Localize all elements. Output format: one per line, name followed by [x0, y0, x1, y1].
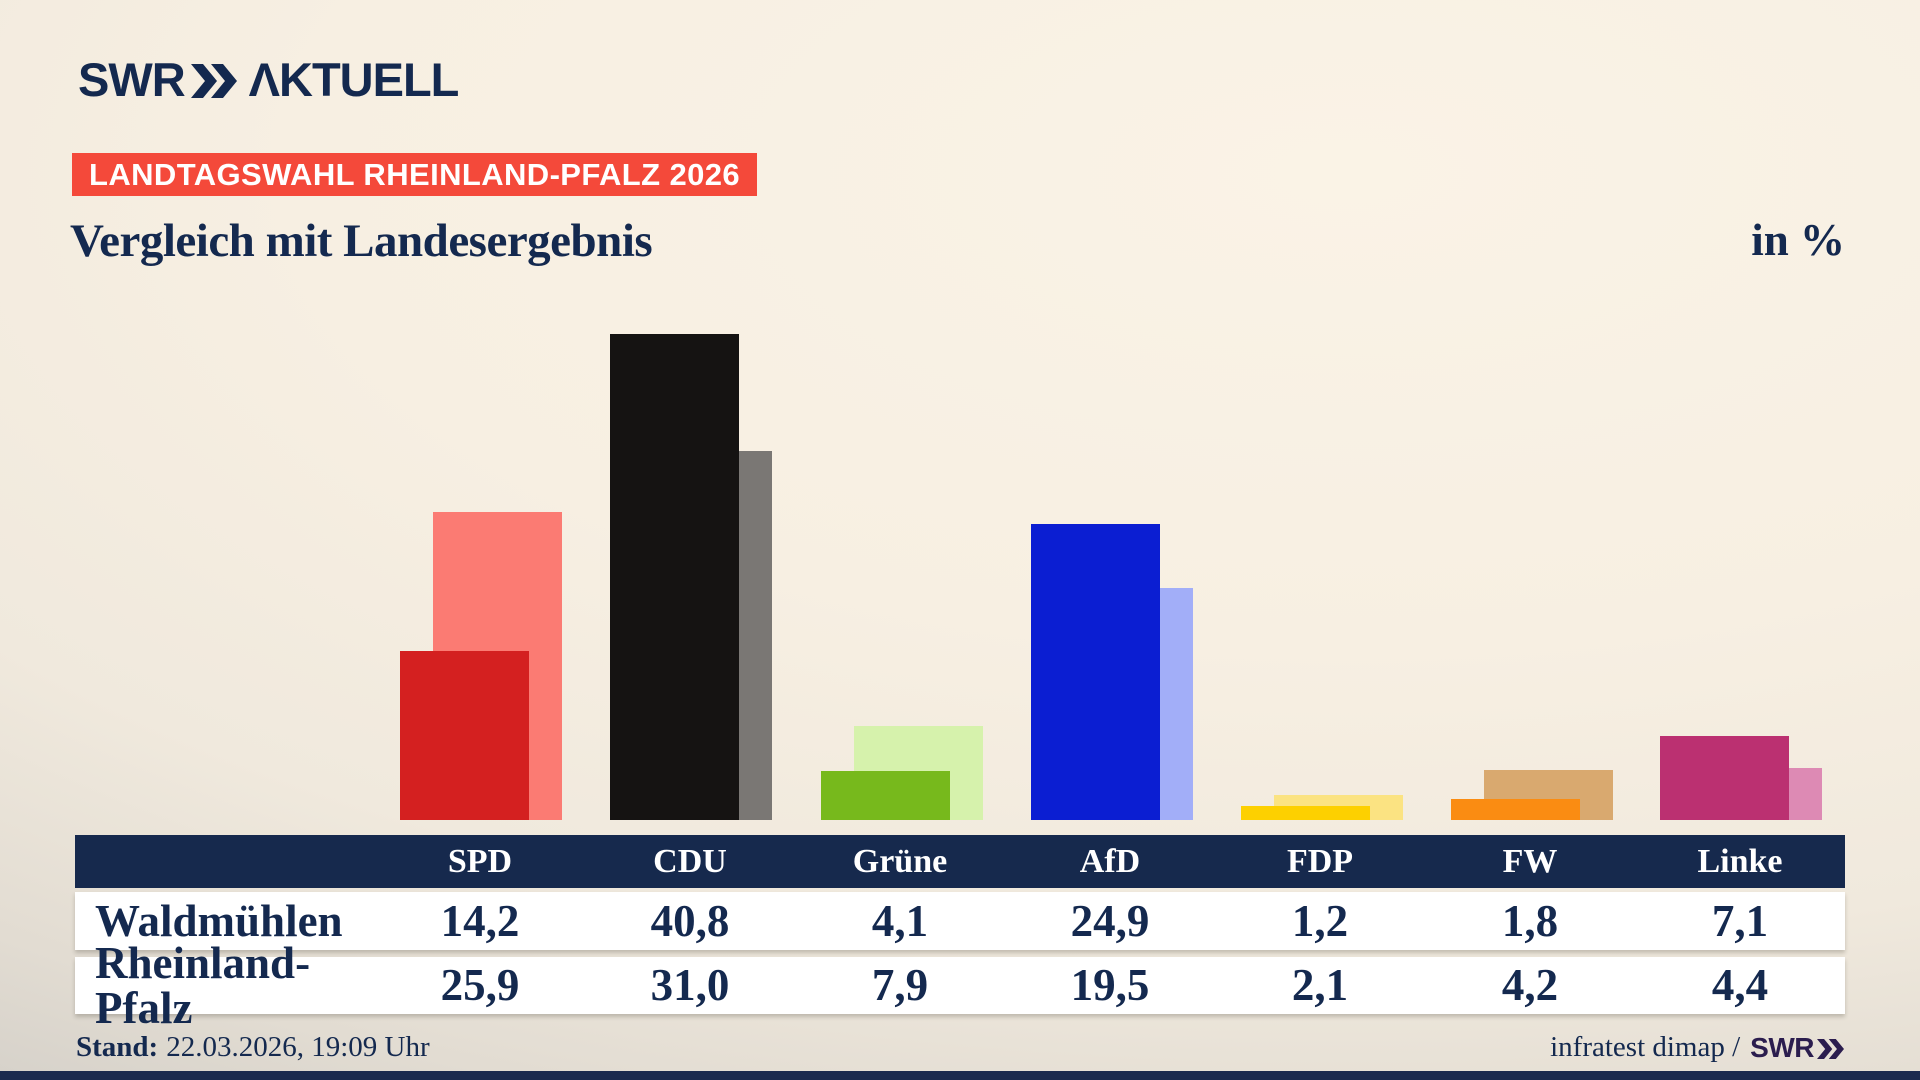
bar-afd-waldmuehlen: [1031, 524, 1160, 820]
table-header-cell-linke: Linke: [1697, 842, 1783, 880]
table-cell: 2,1: [1291, 960, 1349, 1010]
bottom-accent-bar: [0, 1071, 1920, 1080]
table-header-cell-fdp: FDP: [1286, 842, 1354, 880]
table-cell: 1,8: [1501, 895, 1559, 946]
table-header-cell-spd: SPD: [447, 842, 513, 880]
table-cell: 4,4: [1711, 960, 1769, 1010]
logo-aktuell-text: ΛKTUELL: [248, 53, 460, 106]
table-cell: 19,5: [1070, 960, 1150, 1010]
source-text: infratest dimap /: [1550, 1031, 1741, 1063]
table-cell: 4,1: [871, 895, 929, 946]
table-cell: 14,2: [440, 895, 520, 946]
unit-label: in %: [1751, 215, 1845, 265]
bar-spd-waldmuehlen: [400, 651, 529, 820]
source-credit: infratest dimap / SWR: [1550, 1031, 1844, 1064]
table-header-cell-fw: FW: [1502, 842, 1558, 880]
stand-label: Stand:: [76, 1031, 159, 1063]
table-header-cell-cdu: CDU: [653, 842, 727, 880]
bar-fdp-waldmuehlen: [1241, 806, 1370, 820]
table-header-cell-afd: AfD: [1079, 842, 1141, 880]
swr-footer-logo: SWR: [1750, 1032, 1844, 1064]
bar-fw-waldmuehlen: [1451, 799, 1580, 820]
table-row-rheinland-pfalz: Rheinland-Pfalz 25,9 31,0 7,9 19,5 2,1 4…: [75, 940, 1845, 1030]
table-cell: 31,0: [650, 960, 730, 1010]
timestamp: Stand: 22.03.2026, 19:09 Uhr: [76, 1031, 430, 1064]
table-row-waldmuehlen: Waldmühlen 14,2 40,8 4,1 24,9 1,2 1,8 7,…: [75, 892, 1845, 950]
table-cell: 1,2: [1291, 895, 1349, 946]
table-cell: 7,9: [871, 960, 929, 1010]
table-cell: 40,8: [650, 895, 730, 946]
table-cell: 4,2: [1501, 960, 1559, 1010]
page-title: Vergleich mit Landesergebnis: [70, 215, 653, 267]
bar-linke-waldmuehlen: [1660, 736, 1789, 820]
double-chevron-icon: [1817, 1038, 1844, 1059]
table-row-label: Waldmühlen: [95, 895, 343, 946]
table-cell: 24,9: [1070, 895, 1150, 946]
results-table: SPD CDU Grüne AfD FDP FW Linke Waldmühle…: [75, 835, 1845, 1030]
table-cell: 25,9: [440, 960, 520, 1010]
election-badge: LANDTAGSWAHL RHEINLAND-PFALZ 2026: [72, 153, 758, 196]
swr-footer-text: SWR: [1750, 1031, 1814, 1063]
logo-swr-text: SWR: [78, 53, 186, 106]
double-chevron-icon: [190, 63, 237, 98]
table-header-row: SPD CDU Grüne AfD FDP FW Linke: [75, 835, 1845, 888]
bar-cdu-waldmuehlen: [610, 334, 739, 820]
table-cell: 7,1: [1711, 895, 1769, 946]
table-row-label: Rheinland-Pfalz: [95, 937, 311, 1033]
swr-aktuell-logo: SWR ΛKTUELL: [78, 53, 460, 106]
table-header-cell-gruene: Grüne: [852, 842, 948, 880]
bar-gruene-waldmuehlen: [821, 771, 950, 820]
stand-value: 22.03.2026, 19:09 Uhr: [166, 1031, 430, 1063]
